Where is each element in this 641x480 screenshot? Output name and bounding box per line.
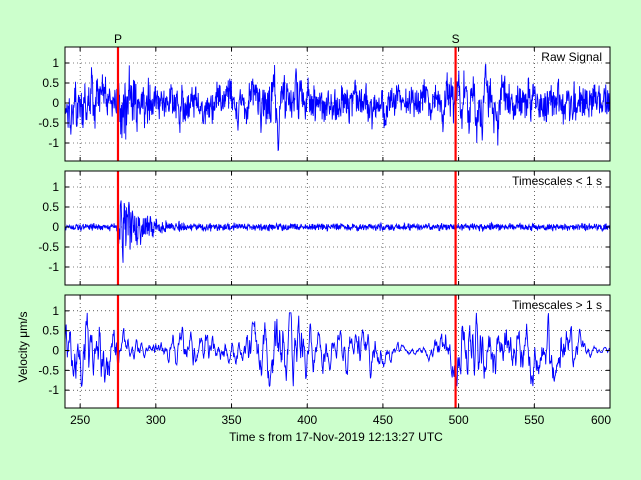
- panel-title: Timescales > 1 s: [512, 298, 602, 312]
- panel-title: Timescales < 1 s: [512, 174, 602, 188]
- y-tick-label: 0.5: [42, 324, 59, 338]
- x-axis-label: Time s from 17-Nov-2019 12:13:27 UTC: [229, 430, 443, 444]
- y-tick-label: 0: [52, 96, 59, 110]
- y-tick-label: -1: [48, 136, 59, 150]
- panel-3: -1 -0.5 0 0.5 1 250 300 350 400 450 500 550 600 Times…: [38, 294, 611, 427]
- y-axis-label: Velocity μm/s: [16, 312, 30, 383]
- waveform-trace: [64, 63, 611, 152]
- panel-title: Raw Signal: [541, 50, 602, 64]
- y-tick-label: 1: [52, 56, 59, 70]
- x-tick-label: 250: [70, 413, 90, 427]
- x-tick-label: 550: [524, 413, 544, 427]
- x-tick-label: 600: [591, 413, 611, 427]
- plot-frame: [64, 170, 611, 286]
- plot-frame: [64, 294, 611, 409]
- y-tick-label: 1: [52, 304, 59, 318]
- panel-1: P S -1 -0.5 0 0.5 1 Raw Signal: [38, 32, 611, 162]
- y-tick-label: -1: [48, 383, 59, 397]
- y-tick-label: 0.5: [42, 200, 59, 214]
- y-tick-label: 1: [52, 180, 59, 194]
- y-tick-label: -0.5: [38, 116, 59, 130]
- waveform-trace: [64, 200, 611, 263]
- y-tick-label: 0.5: [42, 76, 59, 90]
- phase-marker-label: S: [452, 32, 460, 46]
- y-tick-label: -1: [48, 260, 59, 274]
- y-tick-label: 0: [52, 344, 59, 358]
- plot-frame: [64, 46, 611, 162]
- y-tick-label: 0: [52, 220, 59, 234]
- y-tick-label: -0.5: [38, 240, 59, 254]
- x-tick-label: 400: [297, 413, 317, 427]
- panel-2: -1 -0.5 0 0.5 1 Timescales < 1 s: [38, 170, 611, 286]
- x-tick-label: 500: [449, 413, 469, 427]
- x-tick-label: 300: [146, 413, 166, 427]
- y-tick-label: -0.5: [38, 363, 59, 377]
- x-tick-label: 350: [222, 413, 242, 427]
- waveform-trace: [64, 312, 611, 388]
- x-tick-label: 450: [373, 413, 393, 427]
- panels: P S -1 -0.5 0 0.5 1 Raw Signal -1 -0.5 0 0.5 1 Timesc…: [38, 32, 611, 427]
- phase-marker-label: P: [114, 32, 122, 46]
